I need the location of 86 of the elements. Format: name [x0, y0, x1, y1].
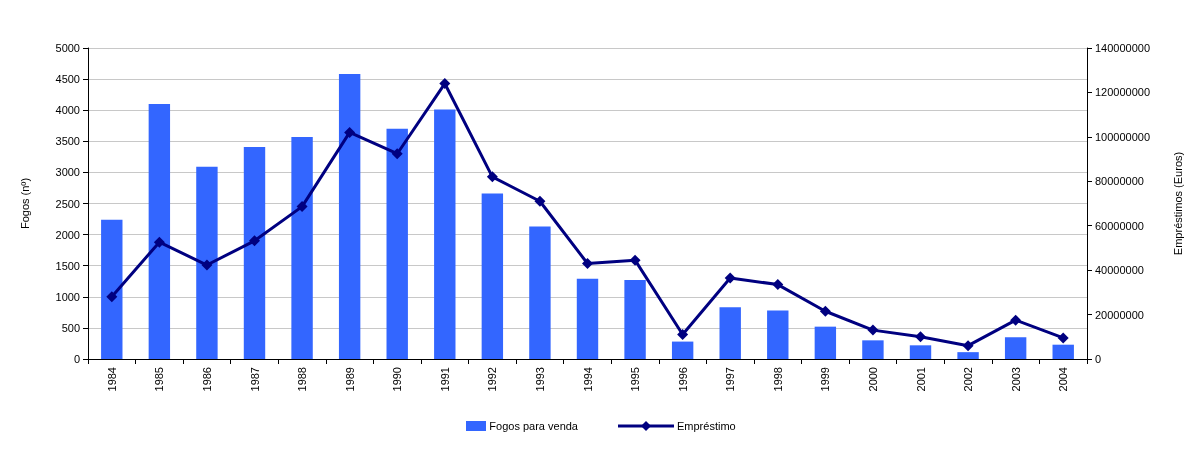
point	[296, 201, 308, 213]
bar	[338, 74, 361, 359]
point	[153, 236, 165, 248]
point	[772, 279, 784, 291]
x-tick-label: 1990	[391, 367, 404, 392]
legend-label: Empréstimo	[676, 420, 736, 432]
point	[915, 331, 926, 343]
x-tick-label: 2002	[962, 367, 975, 392]
bar	[671, 341, 694, 359]
bar	[434, 109, 456, 359]
bar	[1004, 337, 1027, 359]
y-tick-label: 0	[73, 353, 80, 365]
point	[1057, 332, 1069, 344]
bar	[1052, 344, 1074, 359]
point	[1010, 314, 1022, 326]
point	[391, 148, 403, 160]
y-tick-label: 2500	[55, 197, 80, 210]
point	[486, 171, 498, 183]
point	[582, 257, 593, 269]
y2-tick-label: 100000000	[1095, 130, 1151, 143]
point	[724, 272, 736, 284]
y2-tick-label: 40000000	[1095, 264, 1144, 277]
y2-tick-label: 60000000	[1095, 219, 1144, 232]
y-tick-label: 3000	[55, 166, 80, 179]
point	[629, 254, 641, 266]
x-tick-label: 1984	[105, 367, 118, 392]
y2-tick-label: 140000000	[1095, 42, 1151, 54]
y2-tick-label: 120000000	[1095, 86, 1151, 99]
point	[677, 329, 689, 341]
y-axis-title: Fogos (nº)	[18, 177, 31, 230]
bar	[767, 310, 789, 359]
x-tick-label: 1993	[533, 367, 546, 392]
bar	[291, 136, 313, 359]
x-tick-label: 1991	[438, 367, 451, 392]
bar	[814, 326, 837, 359]
x-tick-label: 1985	[153, 367, 166, 392]
x-tick-label: 1994	[581, 367, 594, 392]
x-tick-label: 2003	[1009, 367, 1022, 392]
bar	[909, 345, 932, 359]
y2-tick-label: 80000000	[1095, 175, 1144, 188]
bar	[243, 146, 266, 359]
y2-axis-title: Empréstimos (Euros)	[1171, 151, 1184, 256]
bar	[101, 219, 123, 359]
bar	[148, 103, 171, 359]
x-tick-label: 1997	[724, 367, 737, 392]
y2-tick-label: 0	[1095, 353, 1102, 365]
bar	[624, 280, 646, 359]
x-tick-label: 1986	[200, 367, 213, 392]
bar	[386, 128, 408, 359]
bar	[719, 307, 741, 359]
bar	[196, 166, 218, 359]
y-tick-label: 1500	[55, 259, 80, 272]
y-tick-label: 500	[61, 321, 80, 334]
x-tick-label: 1998	[771, 367, 784, 392]
y-tick-label: 5000	[55, 42, 80, 54]
y2-tick-label: 20000000	[1095, 308, 1144, 321]
x-tick-label: 2001	[914, 367, 927, 392]
bar	[529, 226, 551, 359]
point	[439, 78, 451, 90]
point	[867, 324, 879, 336]
legend-label: Fogos para venda	[489, 420, 578, 432]
x-tick-label: 2000	[866, 367, 879, 392]
point	[201, 259, 213, 271]
y-tick-label: 3500	[55, 135, 80, 148]
bar	[862, 340, 884, 359]
point	[106, 291, 118, 303]
x-tick-label: 1995	[629, 367, 642, 392]
x-tick-label: 1988	[296, 367, 309, 392]
x-tick-label: 2004	[1057, 367, 1070, 392]
bar	[957, 352, 979, 359]
y-tick-label: 1000	[55, 290, 80, 303]
x-tick-label: 1989	[343, 367, 356, 392]
x-tick-label: 1992	[486, 367, 499, 392]
point	[962, 340, 974, 352]
bar	[576, 278, 599, 359]
point	[344, 126, 356, 138]
x-tick-label: 1987	[248, 367, 261, 392]
x-tick-label: 1999	[819, 367, 832, 392]
y-tick-label: 2000	[55, 228, 80, 241]
point	[819, 305, 831, 317]
y-tick-label: 4000	[55, 104, 80, 117]
point	[534, 195, 546, 207]
point	[249, 235, 260, 247]
y-tick-label: 4500	[55, 73, 80, 86]
x-tick-label: 1996	[676, 367, 689, 392]
bar	[481, 193, 504, 359]
